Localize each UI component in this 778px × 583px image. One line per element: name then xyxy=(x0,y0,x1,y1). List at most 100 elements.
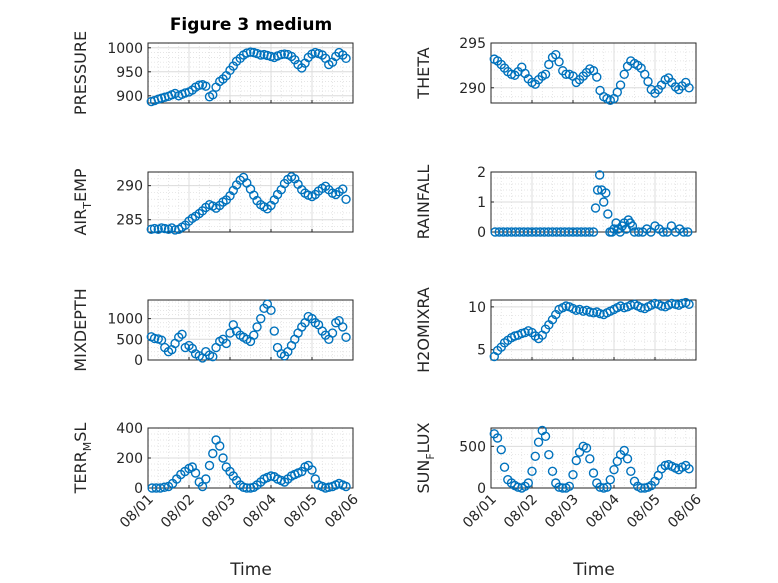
data-point xyxy=(558,483,568,493)
data-point xyxy=(684,464,694,474)
data-point xyxy=(564,481,575,492)
data-point xyxy=(605,474,616,485)
y-tick-label: 2 xyxy=(477,165,486,181)
data-point xyxy=(592,72,602,82)
data-point xyxy=(499,462,510,472)
data-point xyxy=(208,90,218,100)
data-point xyxy=(656,301,667,311)
data-point xyxy=(269,326,279,336)
data-point xyxy=(215,441,225,451)
data-point xyxy=(595,482,605,492)
data-point xyxy=(547,466,558,477)
data-point xyxy=(276,49,286,60)
data-point xyxy=(527,466,537,477)
data-point xyxy=(581,443,592,453)
y-axis-label-rest: EMP xyxy=(71,168,90,202)
y-axis-label: AIRTEMP xyxy=(71,168,94,235)
axes-box xyxy=(490,427,697,489)
data-point xyxy=(530,451,540,462)
y-tick-label: 10 xyxy=(468,300,486,316)
y-tick-label: 0 xyxy=(477,481,486,497)
y-tick-label: 295 xyxy=(459,36,486,52)
data-point xyxy=(615,80,626,90)
data-point xyxy=(609,464,619,475)
data-point xyxy=(658,227,668,237)
data-point xyxy=(242,483,252,493)
y-axis-label-main: SUN xyxy=(414,460,433,494)
chart-panel-5: 0 500 1000 MIXDEPTH xyxy=(71,288,354,372)
x-axis-label-right: Time xyxy=(572,560,615,580)
data-point xyxy=(636,303,646,313)
data-point xyxy=(626,300,636,310)
data-point xyxy=(208,351,218,362)
data-point xyxy=(218,453,228,463)
axes-box xyxy=(147,171,354,233)
data-point xyxy=(554,57,564,67)
y-axis-label-sub: T xyxy=(81,202,94,210)
data-point xyxy=(149,333,160,344)
data-point xyxy=(201,81,211,91)
data-point xyxy=(242,48,252,58)
data-point xyxy=(513,482,523,492)
data-point xyxy=(636,483,646,493)
y-tick-label: 5 xyxy=(477,343,486,359)
data-point xyxy=(540,431,551,442)
data-point xyxy=(627,221,638,231)
data-point xyxy=(245,47,256,57)
data-point xyxy=(544,59,554,70)
y-axis-label-main: AIR xyxy=(71,209,90,236)
y-axis-label: THETA xyxy=(414,47,433,99)
data-point xyxy=(601,188,611,198)
data-point xyxy=(341,53,351,64)
data-point xyxy=(584,227,595,237)
data-point xyxy=(201,474,211,484)
axes-box xyxy=(147,299,354,361)
y-axis-label: TERRMSL xyxy=(71,423,94,495)
data-point xyxy=(585,307,595,317)
data-point xyxy=(595,309,605,319)
data-point xyxy=(619,445,629,456)
data-point xyxy=(677,298,687,309)
data-point xyxy=(603,209,613,219)
data-point xyxy=(585,454,595,464)
y-tick-label: 290 xyxy=(459,81,486,97)
y-axis-label: RAINFALL xyxy=(414,165,433,240)
data-point xyxy=(341,194,351,204)
data-point xyxy=(156,335,167,345)
data-point xyxy=(590,203,601,213)
axes-box xyxy=(147,42,354,104)
data-point xyxy=(149,223,160,234)
data-point xyxy=(571,455,581,466)
data-point xyxy=(266,305,276,316)
data-point xyxy=(341,332,351,342)
y-tick-label: 0 xyxy=(134,353,143,369)
data-point xyxy=(684,299,694,309)
data-point xyxy=(221,338,232,349)
data-point xyxy=(667,298,677,309)
chart-panel-2: 290 295 THETA xyxy=(414,36,697,106)
y-tick-label: 500 xyxy=(116,332,143,348)
y-axis-label: SUNFLUX xyxy=(414,422,437,493)
axes-box xyxy=(490,299,697,361)
y-tick-label: 1000 xyxy=(107,312,143,328)
data-point xyxy=(249,330,259,340)
data-point xyxy=(626,466,636,477)
data-point xyxy=(594,170,605,180)
data-point xyxy=(523,478,534,488)
data-point xyxy=(194,80,204,90)
data-point xyxy=(492,433,503,443)
data-point xyxy=(643,76,653,87)
y-axis-label-sub: F xyxy=(424,453,437,459)
data-point xyxy=(622,454,633,464)
y-axis-label-sub: M xyxy=(81,442,94,452)
chart-panel-3: 285 290 AIRTEMP xyxy=(71,168,354,236)
data-point xyxy=(256,313,266,324)
y-tick-label: 900 xyxy=(116,89,143,105)
data-point xyxy=(592,185,603,195)
data-point xyxy=(208,448,218,459)
data-point xyxy=(568,469,578,480)
data-point xyxy=(533,437,544,447)
y-tick-label: 1000 xyxy=(107,41,143,57)
figure-title: Figure 3 medium xyxy=(170,15,332,35)
data-point xyxy=(683,227,693,237)
